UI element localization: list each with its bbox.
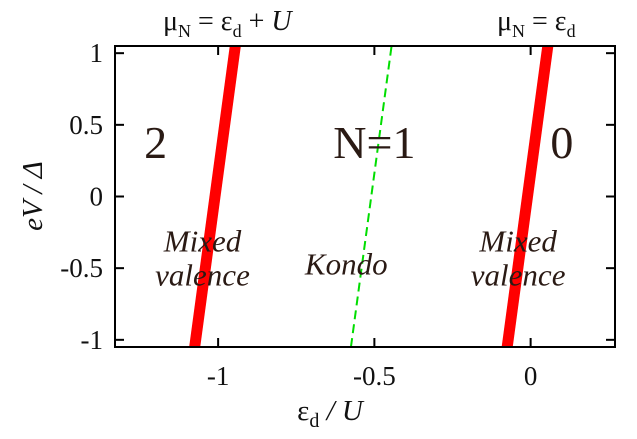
top-label-right: μN = εd [497,6,576,41]
annotation-mixed-valence-left-line2: valence [155,258,250,293]
x-axis-label-main: ε [297,395,309,427]
top-label-left-u: U [271,6,293,37]
region-label-n1: N=1 [333,117,415,168]
kondo-dashed-line [349,45,393,348]
top-label-left-mu-sub: N [178,21,191,41]
transition-line-0 [189,45,241,348]
tick-layer: -1 -0.5 0 1 0.5 0 -0.5 -1 [60,38,615,391]
y-tick-label-3: -0.5 [60,253,103,283]
annotation-mixed-valence-right-line1: Mixed [478,224,557,259]
y-tick-label-4: -1 [81,325,104,355]
y-tick-label-0: 1 [90,38,104,68]
top-label-left-eps-sub: d [233,21,242,41]
transition-line-2 [501,45,554,348]
x-tick-label-2: 0 [524,361,538,391]
annotation-mixed-valence-left-line1: Mixed [163,224,242,259]
top-label-right-eps-sub: d [567,21,576,41]
y-tick-label-1: 0.5 [69,110,103,140]
region-label-0: 0 [550,117,573,168]
region-label-2: 2 [144,117,167,168]
top-label-left-plus: + [242,6,272,37]
x-axis-label-rest: / U [319,395,365,427]
annotation-mixed-valence-right-line2: valence [471,258,566,293]
x-axis-label-sub: d [309,410,319,432]
top-label-left-eq: = ε [191,6,233,37]
top-label-left-mu: μ [163,6,178,37]
top-label-right-mu: μ [497,6,512,37]
top-label-left: μN = εd + U [163,6,293,41]
x-tick-label-1: -0.5 [353,361,396,391]
y-axis-label: eV / Δ [17,161,49,231]
x-tick-label-0: -1 [207,361,230,391]
top-label-right-eq: = ε [525,6,567,37]
top-label-right-mu-sub: N [512,21,525,41]
y-tick-label-2: 0 [90,182,104,212]
x-axis-label: εd / U [297,395,365,432]
annotation-kondo: Kondo [304,247,388,282]
series-layer [189,45,554,348]
